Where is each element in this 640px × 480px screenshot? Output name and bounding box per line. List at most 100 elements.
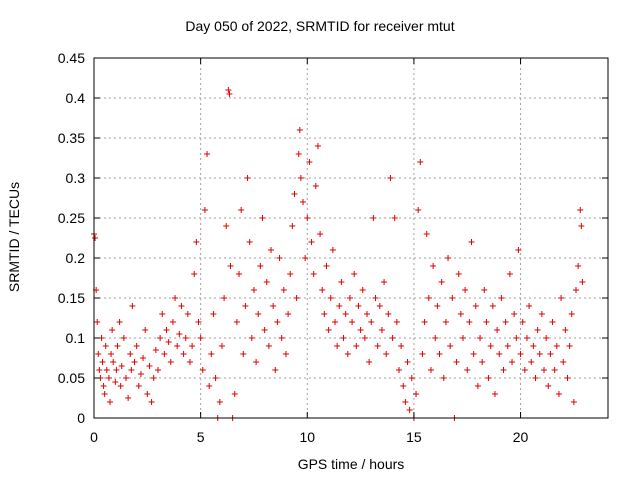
data-point (374, 343, 381, 349)
data-point (383, 351, 390, 357)
data-point (357, 327, 364, 333)
data-point (406, 407, 413, 413)
data-point (391, 215, 398, 221)
data-point (368, 319, 375, 325)
data-point (261, 327, 268, 333)
data-point (442, 319, 449, 325)
data-point (336, 303, 343, 309)
y-tick-label: 0.45 (58, 50, 85, 66)
data-point (506, 271, 513, 277)
data-point (127, 351, 134, 357)
y-tick-label: 0.35 (58, 130, 85, 146)
data-point (327, 295, 334, 301)
data-point (103, 367, 110, 373)
data-point (440, 375, 447, 381)
data-point (92, 235, 99, 241)
data-point (105, 375, 112, 381)
data-point (340, 335, 347, 341)
data-point (263, 279, 270, 285)
data-point (165, 339, 172, 345)
data-point (370, 215, 377, 221)
data-point (455, 271, 462, 277)
data-point (325, 327, 332, 333)
data-point (449, 295, 456, 301)
data-point (413, 391, 420, 397)
y-axis-label: SRMTID / TECUs (6, 181, 22, 293)
data-point (144, 391, 151, 397)
data-point (163, 327, 170, 333)
data-point (498, 295, 505, 301)
data-point (485, 375, 492, 381)
data-point (385, 311, 392, 317)
data-point (334, 343, 341, 349)
data-point (280, 287, 287, 293)
data-point (419, 351, 426, 357)
data-point (146, 363, 153, 369)
data-point (543, 335, 550, 341)
data-point (541, 367, 548, 373)
data-point (376, 303, 383, 309)
data-point (536, 351, 543, 357)
chart-title: Day 050 of 2022, SRMTID for receiver mtu… (185, 18, 455, 34)
data-point (470, 351, 477, 357)
data-point (120, 335, 127, 341)
data-point (304, 215, 311, 221)
data-point (257, 263, 264, 269)
y-tick-label: 0.1 (66, 330, 86, 346)
data-point (400, 383, 407, 389)
data-point (154, 367, 161, 373)
data-point (378, 327, 385, 333)
data-point (268, 247, 275, 253)
data-point (272, 367, 279, 373)
data-point (353, 343, 360, 349)
data-point (99, 359, 106, 365)
data-point (408, 375, 415, 381)
data-point (223, 223, 230, 229)
data-point (502, 319, 509, 325)
data-point (95, 351, 102, 357)
data-point (321, 311, 328, 317)
data-point (363, 311, 370, 317)
data-point (159, 311, 166, 317)
data-point (387, 175, 394, 181)
data-point (285, 311, 292, 317)
data-point (500, 367, 507, 373)
data-point (109, 327, 116, 333)
data-point (538, 311, 545, 317)
data-point (504, 343, 511, 349)
data-point (116, 319, 123, 325)
data-point (102, 343, 109, 349)
data-point (395, 367, 402, 373)
data-point (204, 151, 211, 157)
data-point (389, 335, 396, 341)
data-point (417, 159, 424, 165)
data-point (117, 383, 124, 389)
data-point (319, 287, 326, 293)
data-point (114, 343, 121, 349)
data-point (291, 191, 298, 197)
data-point (438, 279, 445, 285)
data-point (477, 335, 484, 341)
data-point (238, 207, 245, 213)
data-point (100, 383, 107, 389)
data-point (519, 319, 526, 325)
data-point (487, 343, 494, 349)
data-point (110, 359, 117, 365)
data-point (528, 359, 535, 365)
data-point (558, 295, 565, 301)
data-point (150, 375, 157, 381)
x-tick-label: 15 (406, 429, 422, 445)
data-point (233, 319, 240, 325)
data-point (216, 399, 223, 405)
data-point (306, 159, 313, 165)
data-point (393, 319, 400, 325)
data-point (94, 319, 101, 325)
data-point (289, 223, 296, 229)
x-tick-label: 5 (197, 429, 205, 445)
data-point (472, 303, 479, 309)
data-point (513, 335, 520, 341)
data-point (128, 367, 135, 373)
data-point (270, 303, 277, 309)
data-point (180, 351, 187, 357)
data-point (135, 383, 142, 389)
